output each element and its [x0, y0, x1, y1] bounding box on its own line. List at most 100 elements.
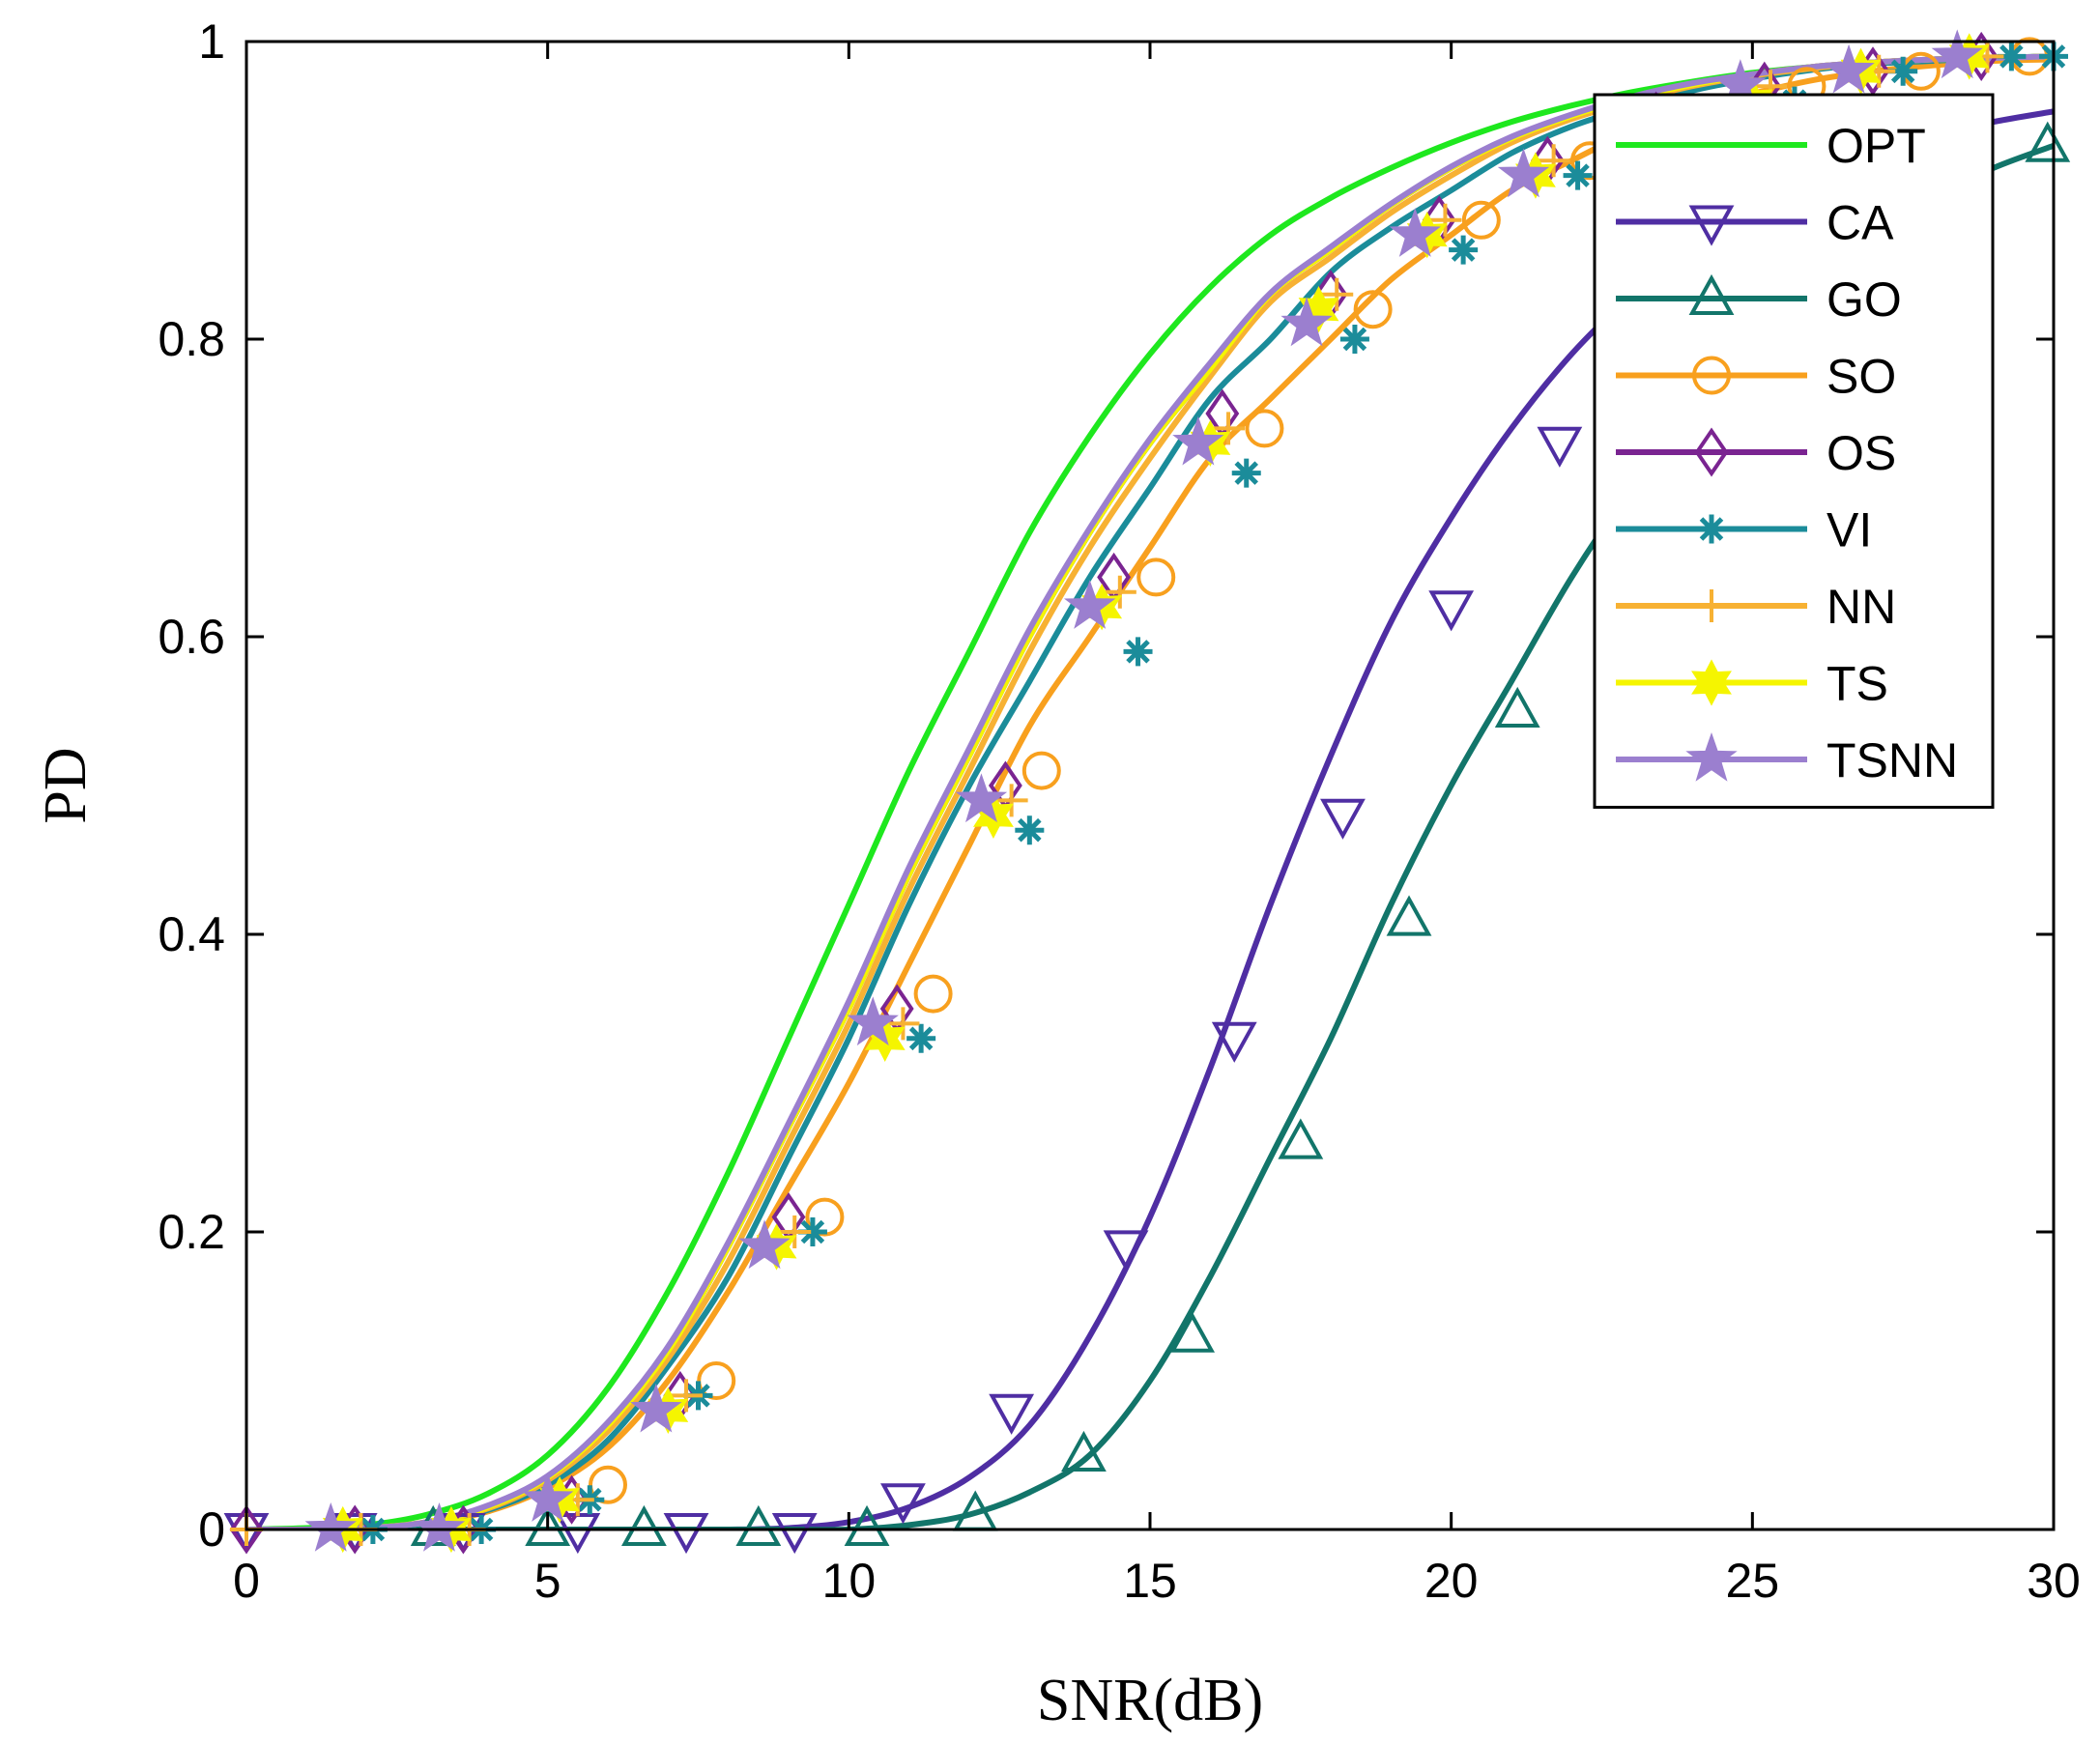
data-point [1823, 43, 1875, 94]
x-tick-label: 15 [1123, 1554, 1177, 1608]
data-point [906, 1023, 936, 1053]
legend-item-opt: OPT [1616, 119, 1926, 173]
data-point [1688, 205, 1735, 246]
data-point [621, 1504, 667, 1546]
data-point [1212, 412, 1246, 445]
data-point [955, 773, 1008, 823]
y-tick-label: 1 [198, 14, 225, 69]
data-point [413, 1501, 466, 1552]
series-line-tsnn [246, 53, 2054, 1530]
data-point [1280, 297, 1333, 347]
data-point [994, 784, 1028, 817]
x-axis-title: SNR(dB) [1037, 1668, 1263, 1733]
data-point [1123, 637, 1153, 667]
data-point [1320, 277, 1354, 311]
data-point [805, 1197, 845, 1237]
data-point [1172, 415, 1224, 466]
data-point [1461, 200, 1501, 240]
legend-label: TSNN [1827, 733, 1958, 787]
legend-label: OS [1827, 426, 1896, 480]
data-point [630, 1383, 682, 1433]
data-point [1888, 56, 1918, 86]
data-point [1494, 686, 1540, 728]
data-point [844, 1504, 890, 1546]
x-tick-label: 5 [534, 1554, 561, 1608]
data-point [1061, 1430, 1107, 1472]
data-point [1688, 273, 1735, 315]
data-point [670, 1379, 704, 1413]
data-point [1497, 148, 1550, 198]
data-point [738, 1219, 791, 1270]
legend-label: VI [1827, 503, 1872, 558]
data-point [1320, 798, 1366, 840]
legend-item-vi: VI [1616, 503, 1872, 558]
data-point [1103, 1230, 1149, 1272]
series-markers-ca [223, 426, 1583, 1555]
data-point [880, 1483, 926, 1525]
data-point [1231, 458, 1261, 488]
legend-item-ts: TS [1616, 657, 1888, 711]
data-point [2025, 121, 2071, 162]
y-tick-label: 0.6 [158, 610, 225, 664]
data-point [589, 1465, 627, 1504]
legend-label: GO [1827, 272, 1902, 327]
data-point [521, 1472, 574, 1522]
y-tick-label: 0.2 [158, 1205, 225, 1259]
data-point [1997, 42, 2027, 71]
series-markers-tsnn [304, 29, 1983, 1552]
data-point [1685, 731, 1738, 782]
data-point [1694, 427, 1729, 477]
data-point [913, 974, 953, 1014]
data-point [1697, 514, 1726, 544]
y-tick-label: 0.8 [158, 312, 225, 366]
data-point [1931, 29, 1983, 79]
data-point [1428, 203, 1462, 237]
legend-item-ca: CA [1616, 196, 1894, 250]
legend-label: CA [1827, 196, 1894, 250]
y-tick-label: 0 [198, 1502, 225, 1557]
data-point [1389, 208, 1441, 257]
data-point [1449, 235, 1479, 265]
data-point [1245, 409, 1284, 448]
data-point [1537, 426, 1583, 468]
data-point [525, 1504, 571, 1546]
legend-label: NN [1827, 580, 1896, 634]
data-point [697, 1361, 736, 1400]
legend-label: SO [1827, 350, 1896, 404]
data-point [1063, 580, 1116, 629]
data-point [1278, 1118, 1324, 1159]
legend-label: OPT [1827, 119, 1926, 173]
legend-item-go: GO [1616, 272, 1902, 327]
data-point [1015, 815, 1045, 845]
data-point [663, 1513, 709, 1555]
data-point [1695, 589, 1728, 622]
x-tick-label: 25 [1726, 1554, 1780, 1608]
data-point [886, 1007, 920, 1041]
data-point [1103, 575, 1136, 609]
legend-item-tsnn: TSNN [1616, 731, 1958, 787]
data-point [1021, 751, 1061, 790]
data-point [1428, 590, 1475, 632]
data-point [229, 1504, 264, 1555]
x-tick-label: 30 [2027, 1554, 2081, 1608]
data-point [771, 1513, 818, 1555]
data-point [1339, 325, 1369, 354]
data-point [1691, 659, 1732, 706]
x-tick-label: 10 [822, 1554, 877, 1608]
data-point [989, 1393, 1035, 1435]
data-point [778, 1215, 812, 1248]
data-point [1169, 1311, 1216, 1353]
legend-item-so: SO [1616, 350, 1896, 404]
data-point [1353, 290, 1393, 329]
data-point [1537, 144, 1570, 178]
legend-label: TS [1827, 657, 1888, 711]
data-point [847, 996, 899, 1046]
legend-item-os: OS [1616, 426, 1896, 480]
data-point [1211, 1021, 1257, 1063]
data-point [1136, 558, 1176, 597]
data-point [797, 1217, 827, 1246]
x-tick-label: 20 [1424, 1554, 1479, 1608]
data-point [1692, 356, 1731, 395]
legend-item-nn: NN [1616, 580, 1896, 634]
